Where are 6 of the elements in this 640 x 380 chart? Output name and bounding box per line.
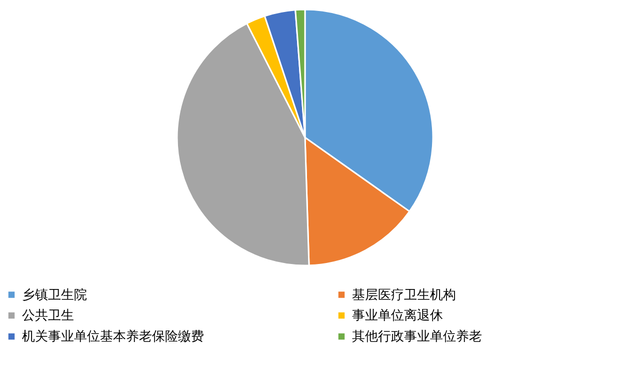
- legend-label: 其他行政事业单位养老: [352, 328, 482, 344]
- legend-label: 公共卫生: [22, 308, 74, 324]
- legend-label: 基层医疗卫生机构: [352, 288, 456, 303]
- legend-label: 乡镇卫生院: [22, 288, 87, 303]
- legend-label: 事业单位离退休: [352, 308, 443, 324]
- legend-label: 机关事业单位基本养老保险缴费: [22, 328, 204, 344]
